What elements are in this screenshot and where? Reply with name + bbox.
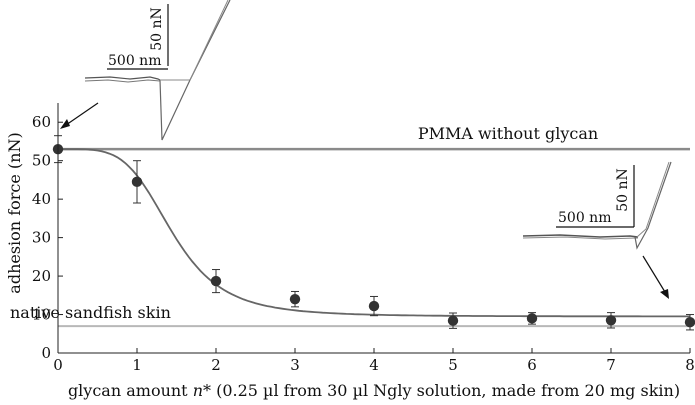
x-tick-label-1: 1 [132,356,142,374]
inset1-trace-baseline [84,76,161,81]
data-point-4 [368,300,380,312]
data-points [52,143,695,328]
inset1-force-scale-label: 50 nN [149,7,165,51]
x-tick-label-0: 0 [53,356,63,374]
data-point-7 [605,315,617,326]
data-point-1 [131,176,143,188]
inset2-force-scale-label: 50 nN [615,168,631,212]
arrow-to-last-point-head [660,289,669,299]
inset-force-curve-glycan: 50 nN 500 nm [522,161,672,250]
inset1-trace-retract [159,0,231,141]
fit-curve [58,148,690,318]
data-point-8 [684,317,695,328]
y-axis-label: adhesion force (nN) [5,132,24,293]
x-tick-label-2: 2 [211,356,221,374]
x-tick-label-6: 6 [527,356,537,374]
x-axis-label: glycan amount n* (0.25 µl from 30 µl Ngl… [68,381,680,400]
pmma-reference-label: PMMA without glycan [418,124,598,143]
inset1-distance-scale-label: 500 nm [108,53,161,69]
native-skin-reference-label: native sandfish skin [10,303,171,322]
x-tick-label-5: 5 [448,356,458,374]
fit-curve-group [58,148,690,318]
y-tick-label-10: 10 [32,306,51,324]
inset1-trace-approach [160,0,229,81]
inset-pointer-arrows [60,102,669,299]
arrow-to-last-point [642,255,666,293]
error-bars [54,135,694,331]
data-point-6 [526,313,538,324]
arrow-to-first-point-head [60,119,70,129]
y-tick-label-20: 20 [32,267,51,285]
x-tick-label-3: 3 [290,356,300,374]
x-tick-label-8: 8 [685,356,695,374]
inset2-trace-retract [634,161,672,250]
arrow-to-first-point [65,102,99,126]
x-axis-label-variable: n* [193,381,211,400]
inset-force-curve-pmma: 50 nN 500 nm [84,0,231,141]
inset2-distance-scale-label: 500 nm [558,210,611,226]
x-tick-label-4: 4 [369,356,379,374]
x-tick-label-7: 7 [606,356,616,374]
reference-lines [58,147,690,328]
data-point-3 [289,293,301,305]
y-tick-label-30: 30 [32,229,51,247]
data-point-2 [210,275,222,287]
inset1-trace-baseline-2 [84,79,161,83]
y-tick-label-50: 50 [32,152,51,170]
y-tick-label-60: 60 [32,113,51,131]
data-point-5 [447,315,459,326]
y-tick-label-0: 0 [41,344,51,362]
inset2-trace-baseline-2 [522,236,639,240]
y-tick-label-40: 40 [32,190,51,208]
x-axis-ticks: 0 1 2 3 4 5 6 7 8 [53,348,695,374]
x-axis-label-prefix: glycan amount [68,381,193,400]
y-axis-ticks: 0 10 20 30 40 50 60 [32,113,63,362]
x-axis-label-suffix: (0.25 µl from 30 µl Ngly solution, made … [211,381,680,400]
inset2-trace-baseline [522,234,639,238]
inset2-trace-approach [636,161,670,238]
